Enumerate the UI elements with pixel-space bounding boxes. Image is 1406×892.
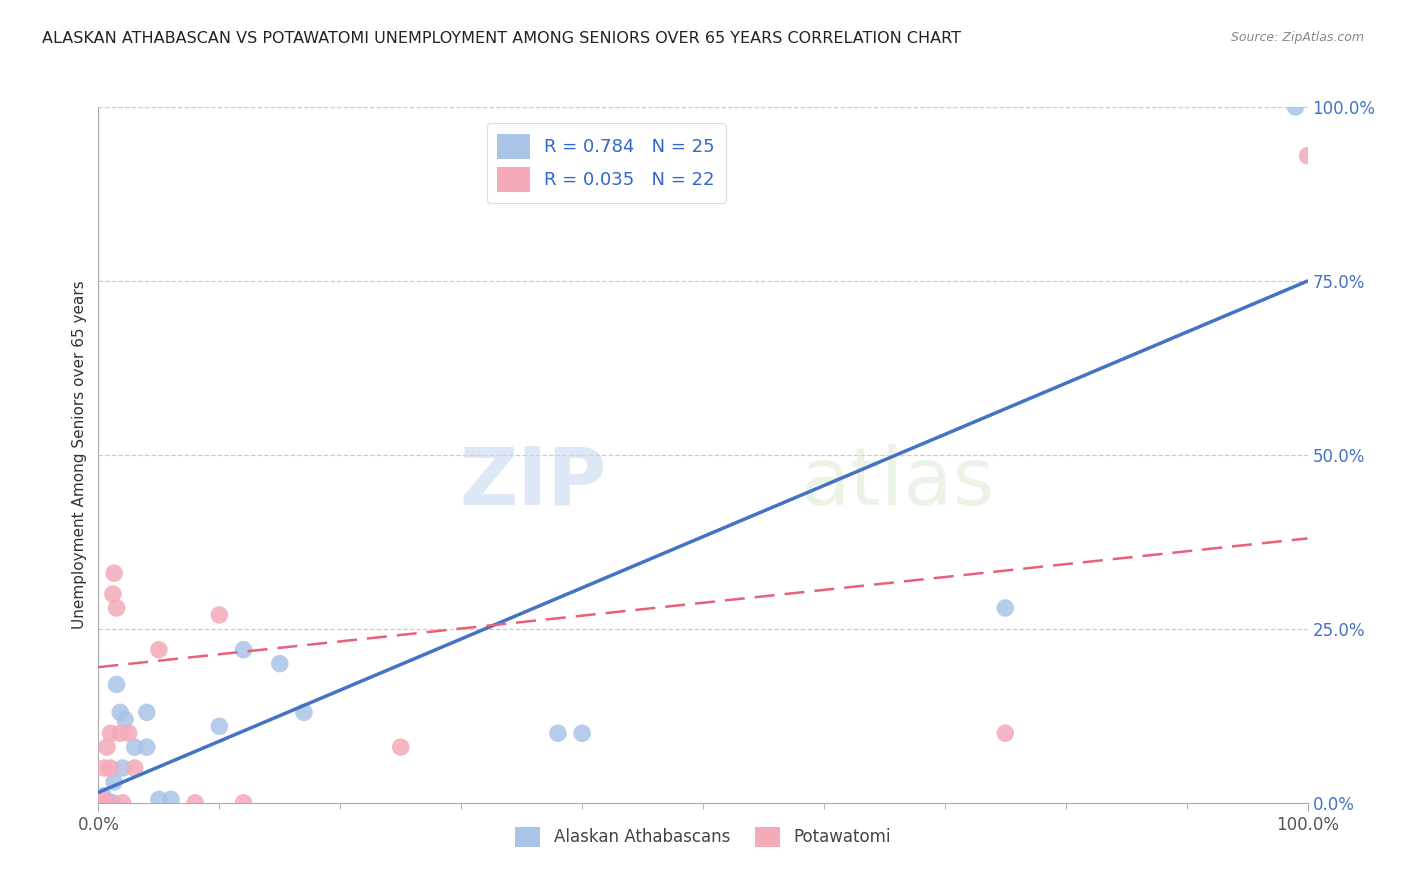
Point xyxy=(269,657,291,671)
Point xyxy=(103,566,125,581)
Text: ZIP: ZIP xyxy=(458,443,606,522)
Point xyxy=(232,796,254,810)
Point xyxy=(91,796,114,810)
Point xyxy=(93,792,115,806)
Point xyxy=(101,796,124,810)
Point xyxy=(135,706,157,720)
Point xyxy=(105,677,128,691)
Point xyxy=(571,726,593,740)
Point xyxy=(100,796,122,810)
Y-axis label: Unemployment Among Seniors over 65 years: Unemployment Among Seniors over 65 years xyxy=(72,281,87,629)
Point xyxy=(111,761,134,775)
Point xyxy=(124,761,146,775)
Point xyxy=(389,740,412,755)
Point xyxy=(232,642,254,657)
Point xyxy=(100,726,122,740)
Point xyxy=(94,796,117,810)
Point xyxy=(111,796,134,810)
Point xyxy=(100,761,122,775)
Point xyxy=(184,796,207,810)
Point xyxy=(547,726,569,740)
Point xyxy=(91,792,114,806)
Point xyxy=(114,712,136,726)
Point xyxy=(108,706,131,720)
Point xyxy=(208,719,231,733)
Point xyxy=(135,740,157,755)
Point xyxy=(118,726,141,740)
Point xyxy=(148,642,170,657)
Point xyxy=(90,796,112,810)
Point xyxy=(160,792,183,806)
Point xyxy=(96,740,118,755)
Point xyxy=(91,789,114,803)
Point xyxy=(108,726,131,740)
Point xyxy=(148,792,170,806)
Point xyxy=(101,587,124,601)
Point xyxy=(994,726,1017,740)
Point xyxy=(103,775,125,789)
Point xyxy=(93,761,115,775)
Point xyxy=(1296,149,1319,163)
Point xyxy=(97,796,120,810)
Text: atlas: atlas xyxy=(800,443,994,522)
Point xyxy=(292,706,315,720)
Point xyxy=(994,601,1017,615)
Point xyxy=(208,607,231,622)
Point xyxy=(124,740,146,755)
Point xyxy=(97,796,120,810)
Text: Source: ZipAtlas.com: Source: ZipAtlas.com xyxy=(1230,31,1364,45)
Legend: Alaskan Athabascans, Potawatomi: Alaskan Athabascans, Potawatomi xyxy=(509,820,897,854)
Point xyxy=(90,792,112,806)
Text: ALASKAN ATHABASCAN VS POTAWATOMI UNEMPLOYMENT AMONG SENIORS OVER 65 YEARS CORREL: ALASKAN ATHABASCAN VS POTAWATOMI UNEMPLO… xyxy=(42,31,962,46)
Point xyxy=(1284,100,1306,114)
Point xyxy=(105,601,128,615)
